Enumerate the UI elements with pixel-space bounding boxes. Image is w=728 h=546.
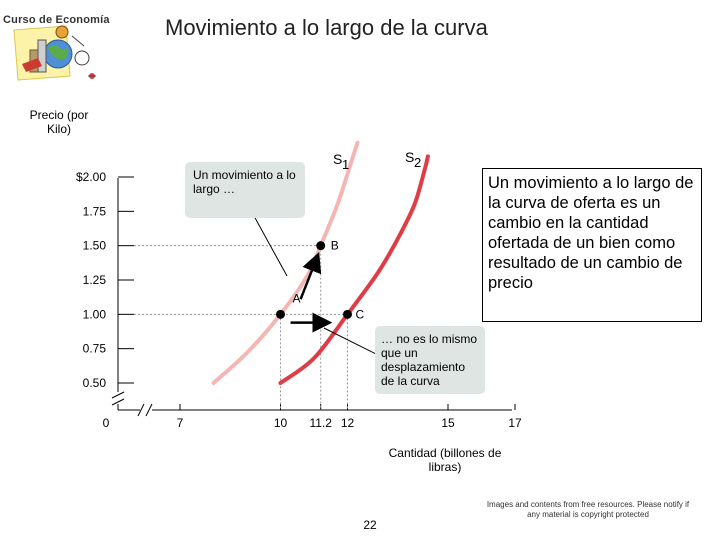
definition-box: Un movimiento a lo largo de la curva de … [482,168,702,322]
y-tick-label: 0.50 [83,376,107,390]
point-label: B [331,239,339,253]
point-c [343,309,352,319]
callout-not-a-shift: … no es lo mismo que un desplazamiento d… [375,326,485,394]
x-tick-label: 10 [274,416,288,430]
x-tick-label: 15 [441,416,455,430]
point-label: C [356,307,365,321]
y-axis-break-mark-2 [111,398,125,406]
copyright-note: Images and contents from free resources.… [486,500,690,519]
slide-title: Movimiento a lo largo de la curva [165,15,488,40]
y-tick-label: 0.75 [83,342,107,356]
supply-curve-2 [278,154,430,385]
point-label: A [293,291,301,305]
series-label-sub: 2 [414,155,421,170]
y-ticks: 0.50 0.75 1.00 1.25 1.50 1.75 $2.00 [76,170,134,390]
movement-arrows [290,252,333,333]
y-tick-label: 1.75 [83,204,107,218]
chart-axes [111,178,512,417]
y-tick-label: $2.00 [76,170,106,184]
guide-lines [134,245,348,410]
series-label-main: S [405,149,414,165]
chart-points: A B C [276,239,365,321]
y-tick-label: 1.25 [83,273,107,287]
y-axis-break-mark-1 [111,391,125,399]
x-tick-label: 0 [103,416,110,430]
y-tick-label: 1.00 [83,307,107,321]
x-tick-label: 17 [508,416,522,430]
callout-movement-along: Un movimiento a lo largo … [185,162,305,218]
x-tick-label: 12 [341,416,355,430]
x-axis-break-mark-1 [137,403,145,417]
movement-along-arrow [299,252,322,300]
x-axis-label: Cantidad (billones de libras) [388,446,502,474]
course-logo-text: Curso de Economía [3,14,110,26]
point-a [276,309,285,319]
series-label-sub: 1 [342,157,349,172]
x-axis-break-mark-2 [145,403,153,417]
x-tick-label: 11.2 [309,416,332,430]
callout-1-leader [253,215,288,277]
y-axis-label: Precio (por Kilo) [29,108,89,136]
x-tick-label: 7 [177,416,184,430]
series-label-main: S [333,151,342,167]
x-ticks: 0 7 10 11.2 12 15 17 [103,404,522,430]
y-tick-label: 1.50 [83,239,107,253]
course-logo-icon [13,25,96,81]
point-b [316,241,326,251]
page-number: 22 [363,518,377,532]
